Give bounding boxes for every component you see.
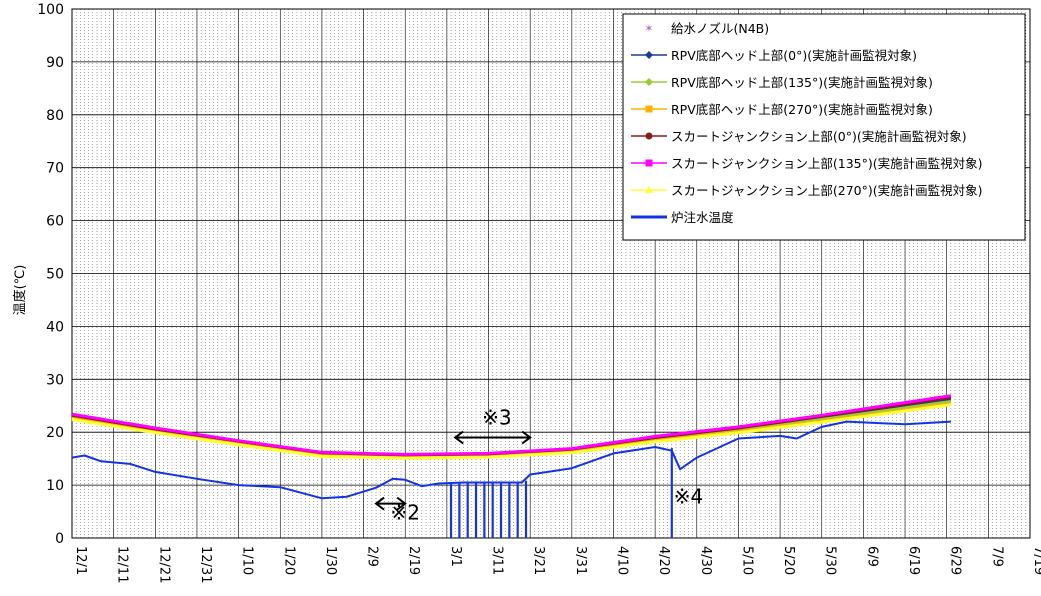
x-tick-label: 7/9 (989, 546, 1004, 567)
arrow-head-left (453, 430, 464, 445)
x-tick-label: 4/10 (614, 546, 629, 575)
legend-marker (645, 159, 653, 167)
x-tick-label: 3/31 (573, 546, 588, 575)
y-tick-label: 60 (46, 214, 64, 230)
x-tick-label: 6/19 (906, 546, 921, 575)
legend-label: RPV底部ヘッド上部(135°)(実施計画監視対象) (671, 75, 933, 90)
legend-marker (645, 51, 653, 59)
y-tick-label: 100 (37, 2, 64, 18)
arrow-head-right (521, 430, 532, 445)
legend-label: 給水ノズル(N4B) (671, 21, 769, 36)
legend-label: スカートジャンクション上部(135°)(実施計画監視対象) (671, 156, 983, 171)
legend-label: RPV底部ヘッド上部(270°)(実施計画監視対象) (671, 102, 933, 117)
x-tick-label: 4/30 (698, 546, 713, 575)
x-tick-label: 12/1 (73, 546, 88, 575)
y-tick-label: 70 (46, 161, 64, 177)
x-tick-label: 6/9 (864, 546, 879, 567)
x-tick-label: 3/1 (448, 546, 463, 567)
legend-box (622, 13, 1026, 241)
x-tick-label: 12/21 (156, 546, 171, 583)
legend: ✶ 給水ノズル(N4B) RPV底部ヘッド上部(0°)(実施計画監視対象) RPV底部… (622, 13, 1026, 241)
legend-marker (645, 186, 653, 193)
annotation-label: ※3 (482, 405, 511, 429)
x-tick-label: 5/30 (823, 546, 838, 575)
arrow-head-right (396, 496, 407, 511)
series-line (71, 403, 952, 460)
x-tick-label: 5/20 (781, 546, 796, 575)
series-line (71, 394, 952, 456)
dropout-spikes (449, 448, 673, 538)
annotation-label: ※4 (674, 485, 703, 509)
y-tick-label: 50 (46, 267, 64, 283)
x-tick-label: 12/11 (115, 546, 130, 583)
legend-marker (645, 132, 653, 140)
x-tick-label: 2/9 (365, 546, 380, 567)
x-tick-label: 12/31 (198, 546, 213, 583)
x-tick-label: 2/19 (406, 546, 421, 575)
y-tick-label: 10 (46, 478, 64, 494)
arrow-head-left (374, 496, 385, 511)
series-line (71, 420, 951, 500)
y-tick-label: 20 (46, 425, 64, 441)
y-tick-label: 40 (46, 319, 64, 335)
y-tick-label: 80 (46, 108, 64, 124)
x-tick-label: 6/29 (948, 546, 963, 575)
x-tick-label: 3/21 (531, 546, 546, 575)
plot-frame (71, 8, 1031, 539)
y-tick-label: 0 (55, 531, 64, 547)
axes: 0 10 20 30 40 50 60 70 80 90 100 12/1 12/11 12/21 12/3… (37, 2, 1041, 583)
y-tick-label: 90 (46, 55, 64, 71)
legend-marker: ✶ (644, 22, 653, 35)
x-tick-label: 7/19 (1031, 546, 1041, 575)
y-tick-label: 30 (46, 372, 64, 388)
x-tick-label: 3/11 (490, 546, 505, 575)
x-tick-label: 4/20 (656, 546, 671, 575)
x-tick-label: 5/10 (739, 546, 754, 575)
legend-label: 炉注水温度 (671, 210, 734, 225)
y-axis-label: 温度(℃) (12, 265, 28, 316)
x-tick-label: 1/10 (240, 546, 255, 575)
legend-label: スカートジャンクション上部(270°)(実施計画監視対象) (671, 183, 983, 198)
annotations: ※2※3※4 (374, 405, 703, 524)
x-tick-label: 1/20 (281, 546, 296, 575)
legend-label: RPV底部ヘッド上部(0°)(実施計画監視対象) (671, 48, 917, 63)
x-tick-label: 1/30 (323, 546, 338, 575)
legend-label: スカートジャンクション上部(0°)(実施計画監視対象) (671, 129, 967, 144)
series-lines (71, 394, 952, 500)
legend-marker (645, 78, 653, 86)
legend-marker (645, 105, 653, 113)
